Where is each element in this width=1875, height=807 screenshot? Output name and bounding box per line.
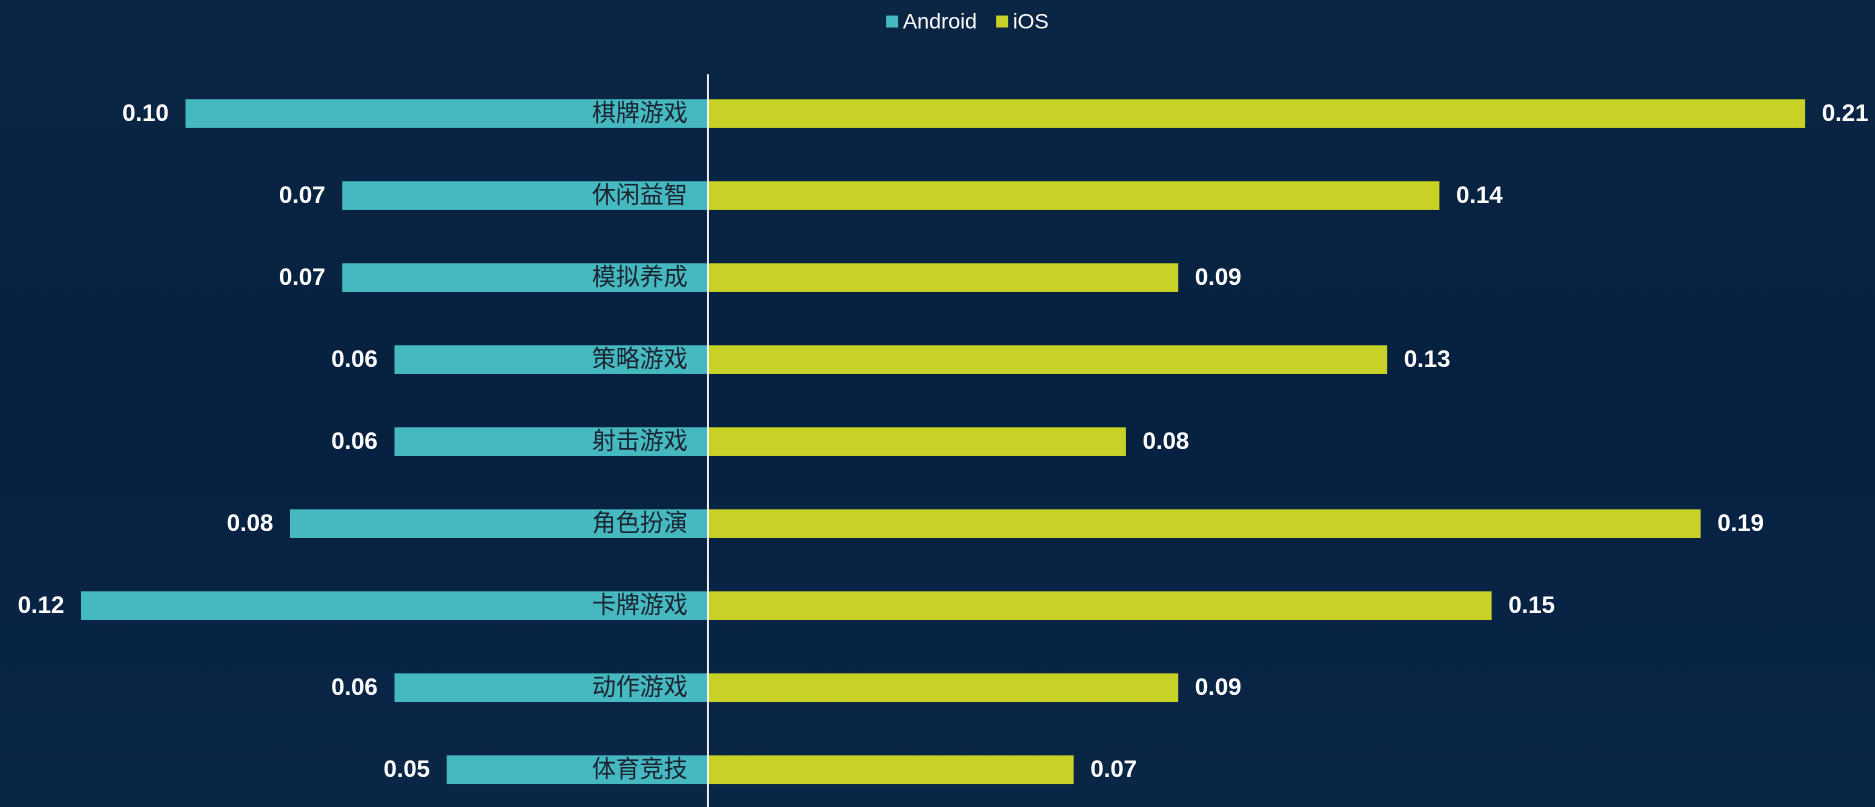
data-label: 0.09 — [1195, 674, 1242, 701]
data-label: 0.09 — [1195, 264, 1242, 291]
bar — [289, 509, 708, 538]
legend-swatch — [996, 15, 1009, 28]
bar — [707, 99, 1806, 128]
bar — [707, 427, 1126, 456]
data-label: 0.15 — [1508, 592, 1555, 619]
data-label: 0.06 — [331, 674, 378, 701]
category-label: 体育竞技 — [592, 756, 688, 783]
data-label: 0.06 — [331, 346, 378, 373]
data-label: 0.08 — [227, 510, 274, 537]
bar — [342, 263, 708, 292]
bar — [446, 755, 708, 785]
category-label: 棋牌游戏 — [592, 100, 688, 127]
data-label: 0.06 — [331, 428, 378, 455]
legend: Android iOS — [886, 10, 1049, 34]
category-label: 角色扮演 — [592, 510, 688, 537]
bar — [707, 591, 1492, 621]
data-label: 0.12 — [18, 592, 65, 619]
category-label: 策略游戏 — [592, 346, 688, 373]
legend-swatch — [886, 15, 899, 28]
bar — [707, 673, 1179, 703]
data-label: 0.10 — [122, 100, 169, 127]
legend-label: Android — [903, 10, 977, 34]
bar — [394, 345, 708, 374]
bar — [342, 181, 708, 210]
bar — [394, 427, 708, 456]
bar — [707, 263, 1179, 292]
category-label: 动作游戏 — [592, 674, 688, 701]
bar — [707, 509, 1701, 538]
bar — [185, 99, 708, 128]
data-label: 0.13 — [1404, 346, 1451, 373]
category-label: 模拟养成 — [592, 264, 688, 291]
data-label: 0.07 — [279, 264, 326, 291]
data-label: 0.19 — [1717, 510, 1764, 537]
bar — [394, 673, 708, 703]
data-label: 0.07 — [279, 182, 326, 209]
bar — [81, 591, 708, 621]
bar — [707, 755, 1074, 785]
data-label: 0.14 — [1456, 182, 1503, 209]
category-label: 休闲益智 — [592, 182, 688, 209]
bar — [707, 345, 1388, 374]
data-label: 0.07 — [1090, 756, 1137, 783]
data-label: 0.21 — [1822, 100, 1869, 127]
data-label: 0.08 — [1143, 428, 1190, 455]
bar — [707, 181, 1440, 210]
category-label: 卡牌游戏 — [592, 592, 688, 619]
data-label: 0.05 — [383, 756, 430, 783]
category-label: 射击游戏 — [592, 428, 688, 455]
legend-label: iOS — [1013, 10, 1049, 34]
